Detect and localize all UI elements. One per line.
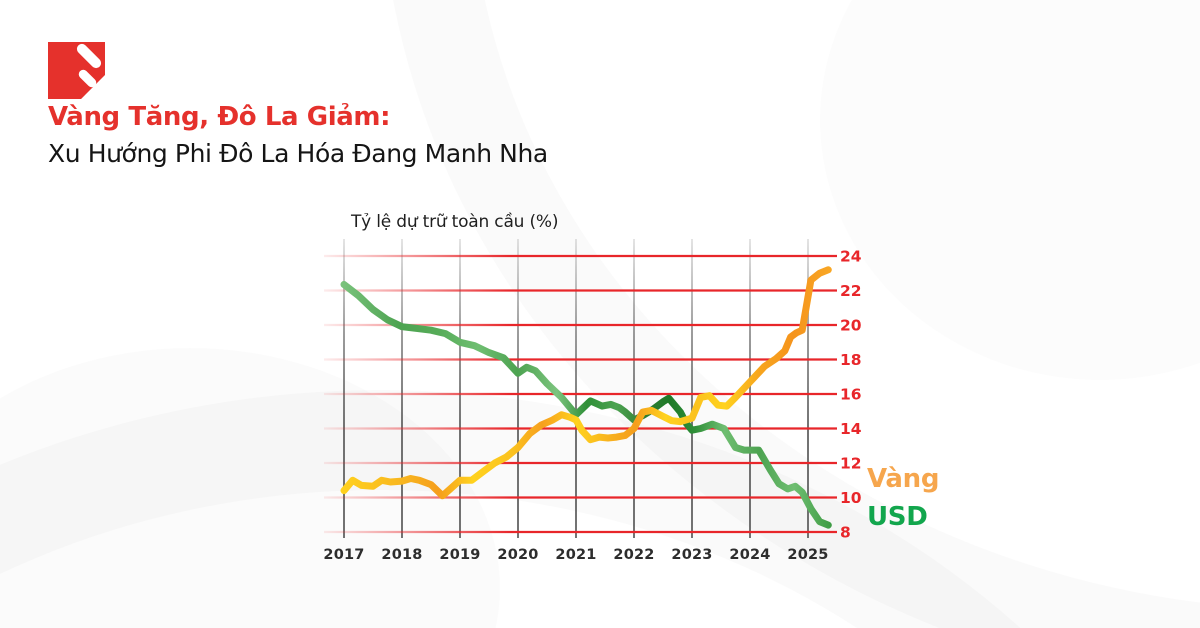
y-tick-label: 14 [840,420,862,438]
brand-logo [48,41,105,99]
y-tick-label: 20 [840,317,862,335]
x-tick-label: 2022 [613,547,654,563]
series-line-usd [340,281,832,529]
x-tick-label: 2021 [555,547,596,563]
legend-label-vang: Vàng [867,464,940,494]
headline-accent: Vàng Tăng, Đô La Giảm: [48,102,391,132]
x-tick-label: 2025 [787,547,828,563]
series-line-vàng [340,266,832,500]
x-tick-label: 2017 [323,547,364,563]
x-tick-label: 2024 [729,547,770,563]
x-tick-label: 2023 [671,547,712,563]
y-tick-label: 24 [840,248,862,266]
y-tick-label: 8 [840,524,851,542]
legend-label-usd: USD [867,502,928,532]
x-tick-label: 2018 [381,547,422,563]
x-tick-label: 2019 [439,547,480,563]
y-tick-label: 12 [840,455,862,473]
y-tick-label: 16 [840,386,862,404]
y-tick-label: 10 [840,489,862,507]
chart-title: Tỷ lệ dự trữ toàn cầu (%) [351,212,559,232]
y-tick-label: 18 [840,351,862,369]
y-tick-label: 22 [840,282,862,300]
x-tick-label: 2020 [497,547,538,563]
headline-main: Xu Hướng Phi Đô La Hóa Đang Manh Nha [48,139,548,168]
